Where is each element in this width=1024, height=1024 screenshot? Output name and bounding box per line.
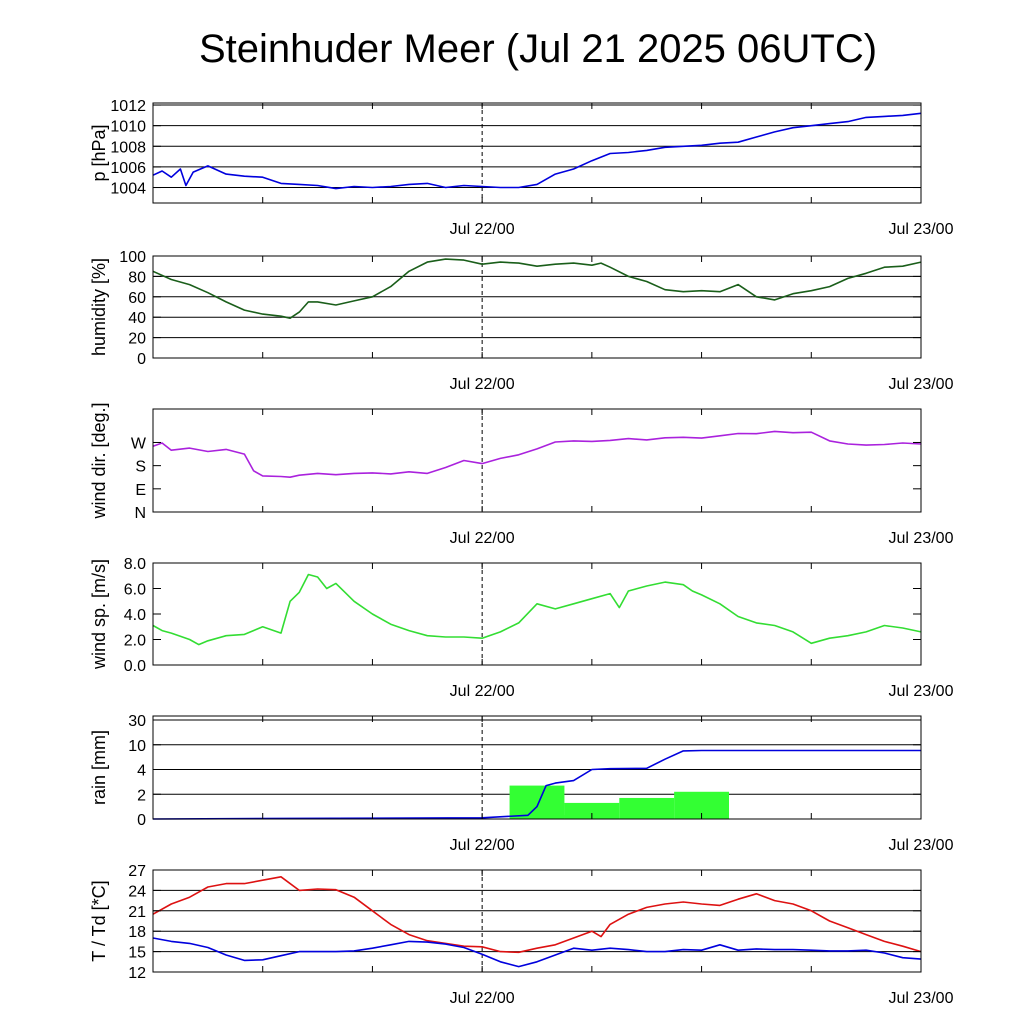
series-line	[152, 937, 922, 968]
y-axis-label: p [hPa]	[89, 124, 109, 181]
y-tick-label: 18	[128, 924, 146, 941]
y-tick-label: 21	[128, 904, 146, 921]
y-tick-label: 27	[128, 863, 146, 880]
y-tick-label: 4	[137, 763, 146, 780]
x-tick-label: Jul 23/00	[889, 376, 954, 393]
y-tick-label: 0	[137, 812, 146, 829]
y-axis-label: T / Td [*C]	[89, 880, 109, 961]
y-tick-label: 24	[128, 883, 146, 900]
chart-title: Steinhuder Meer (Jul 21 2025 06UTC)	[199, 27, 877, 71]
y-tick-label: N	[134, 505, 146, 522]
x-tick-label: Jul 22/00	[450, 837, 515, 854]
y-tick-label: 10	[128, 738, 146, 755]
series-line	[152, 258, 922, 319]
x-tick-label: Jul 23/00	[889, 530, 954, 547]
panel-humidity: 0 20 40 60 80 100 Jul 22/00 Jul 23/00 humidity […	[89, 249, 954, 393]
y-tick-label: 2.0	[124, 633, 146, 650]
y-tick-label: 12	[128, 965, 146, 982]
x-tick-label: Jul 22/00	[450, 683, 515, 700]
series-line	[152, 430, 922, 478]
x-tick-label: Jul 23/00	[889, 837, 954, 854]
x-tick-label: Jul 23/00	[889, 221, 954, 238]
x-tick-label: Jul 22/00	[450, 376, 515, 393]
plot-frame	[152, 255, 922, 359]
plot-frame	[152, 715, 922, 820]
plot-frame	[152, 102, 922, 204]
panel-pressure: 1004 1006 1008 1010 1012 Jul 22/00 Jul 23/00 p …	[89, 98, 954, 238]
panel-wind-speed: 0.0 2.0 4.0 6.0 8.0 Jul 22/00 Jul 23/00 wind sp…	[89, 556, 954, 700]
y-tick-label: S	[135, 459, 146, 476]
y-tick-label: 1010	[110, 119, 146, 136]
series-line	[152, 749, 921, 820]
y-axis-label: wind dir. [deg.]	[89, 402, 109, 519]
y-tick-label: E	[135, 482, 146, 499]
x-tick-label: Jul 23/00	[889, 683, 954, 700]
y-tick-label: 0.0	[124, 658, 146, 675]
y-tick-label: 1004	[110, 181, 146, 198]
y-tick-label: 100	[119, 249, 146, 266]
y-tick-label: 4.0	[124, 607, 146, 624]
y-tick-label: 15	[128, 945, 146, 962]
panel-temperature: 12 15 18 21 24 27 Jul 22/00 Jul 23/00 T / Td [*C…	[89, 863, 954, 1007]
y-tick-label: W	[131, 435, 147, 452]
y-tick-label: 20	[128, 331, 146, 348]
x-tick-label: Jul 22/00	[450, 221, 515, 238]
series-line	[152, 573, 922, 646]
rain-bar	[509, 785, 565, 819]
plot-frame	[152, 562, 922, 666]
x-tick-label: Jul 23/00	[889, 990, 954, 1007]
y-axis-label: humidity [%]	[89, 258, 109, 356]
rain-bar	[564, 802, 620, 819]
y-tick-label: 0	[137, 351, 146, 368]
y-tick-label: 6.0	[124, 582, 146, 599]
panel-rain: 0 2 4 10 30 Jul 22/00 Jul 23/00 rain [mm]	[89, 713, 954, 854]
series-line	[152, 876, 922, 954]
y-axis-label: wind sp. [m/s]	[89, 559, 109, 670]
y-tick-label: 1012	[110, 98, 146, 115]
rain-bar	[619, 797, 675, 819]
y-axis-label: rain [mm]	[89, 730, 109, 805]
y-tick-label: 30	[128, 713, 146, 730]
y-tick-label: 60	[128, 290, 146, 307]
y-tick-label: 1006	[110, 160, 146, 177]
y-tick-label: 40	[128, 310, 146, 327]
y-tick-label: 1008	[110, 139, 146, 156]
series-line	[152, 112, 922, 190]
y-tick-label: 2	[137, 787, 146, 804]
y-tick-label: 8.0	[124, 556, 146, 573]
y-tick-label: 80	[128, 269, 146, 286]
x-tick-label: Jul 22/00	[450, 990, 515, 1007]
x-tick-label: Jul 22/00	[450, 530, 515, 547]
plot-frame	[152, 869, 922, 973]
plot-frame	[152, 408, 922, 513]
